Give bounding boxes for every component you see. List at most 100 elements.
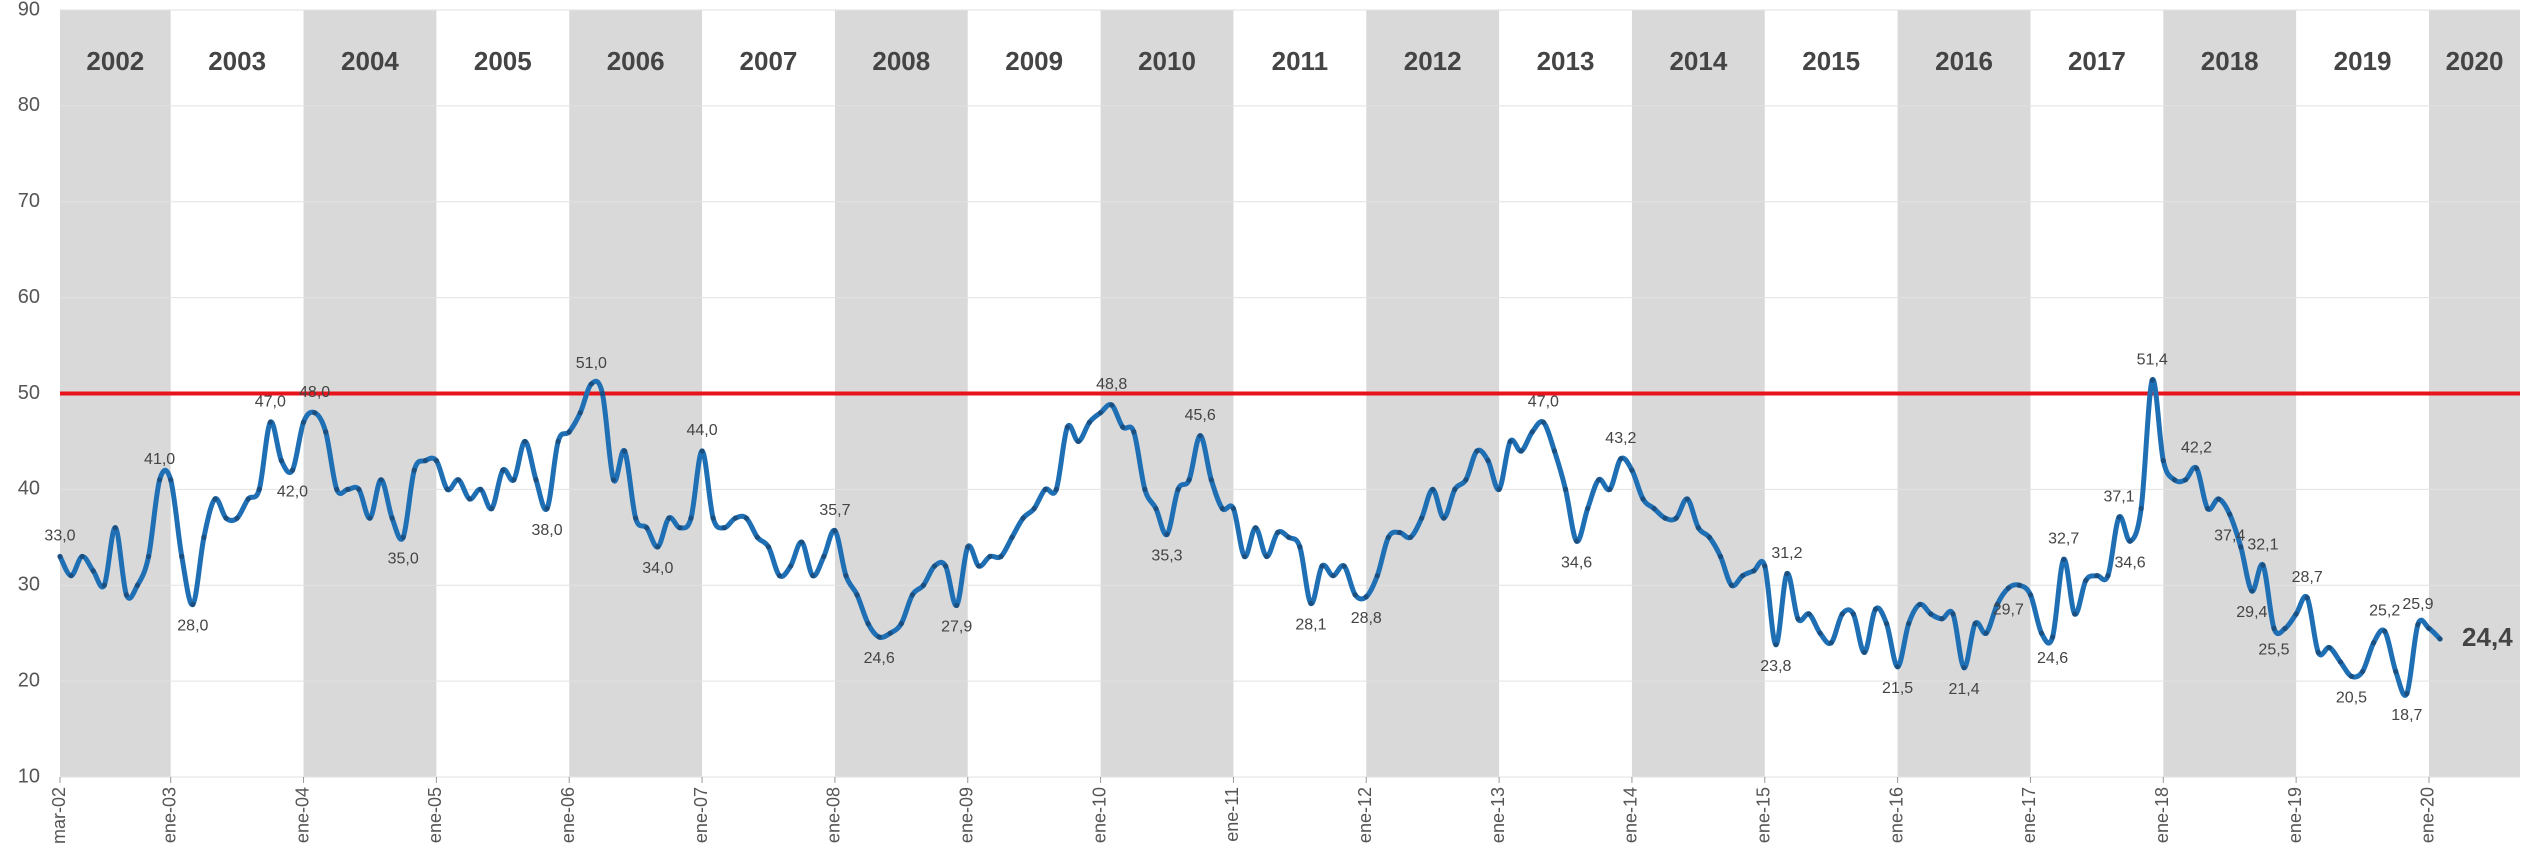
data-point xyxy=(179,553,185,560)
data-point xyxy=(1839,611,1845,617)
data-point xyxy=(976,563,982,569)
data-point xyxy=(1673,515,1679,521)
data-point xyxy=(610,477,617,483)
data-point xyxy=(1740,573,1746,579)
value-label: 37,1 xyxy=(2103,488,2134,505)
data-point xyxy=(987,553,993,560)
data-point xyxy=(90,568,96,574)
data-point xyxy=(212,496,218,502)
data-point xyxy=(2182,477,2189,483)
data-point xyxy=(2393,668,2399,675)
data-point xyxy=(1352,592,1358,598)
data-point xyxy=(1551,448,1558,454)
x-tick-label: mar-02 xyxy=(49,787,69,844)
data-point xyxy=(334,486,340,492)
data-point xyxy=(145,553,152,560)
data-point xyxy=(1585,505,1591,512)
data-point xyxy=(2348,673,2355,679)
year-label: 2005 xyxy=(474,46,532,76)
value-label: 24,4 xyxy=(2462,622,2513,652)
data-point xyxy=(1053,486,1059,492)
data-point xyxy=(2127,538,2133,544)
data-point xyxy=(1950,611,1956,617)
year-label: 2003 xyxy=(208,46,266,76)
data-point xyxy=(168,477,174,483)
data-point xyxy=(1142,486,1148,492)
value-label: 32,7 xyxy=(2048,531,2079,548)
data-point xyxy=(1319,563,1325,569)
data-point xyxy=(954,602,960,608)
y-tick-label: 30 xyxy=(18,574,40,596)
data-point xyxy=(909,592,915,598)
data-point xyxy=(788,563,794,569)
year-label: 2008 xyxy=(872,46,930,76)
data-point xyxy=(2216,496,2222,502)
data-point xyxy=(2038,630,2045,636)
data-point xyxy=(1419,515,1425,521)
data-point xyxy=(1762,563,1768,569)
data-point xyxy=(998,553,1004,560)
data-point xyxy=(201,534,207,540)
value-label: 35,3 xyxy=(1151,548,1182,565)
data-point xyxy=(1086,419,1093,425)
value-label: 28,8 xyxy=(1351,610,1382,627)
data-point xyxy=(854,592,860,598)
value-label: 48,0 xyxy=(299,384,330,401)
data-point xyxy=(1474,448,1480,454)
data-point xyxy=(799,539,805,545)
x-tick-label: ene-04 xyxy=(292,787,312,843)
x-tick-label: ene-07 xyxy=(691,787,711,843)
year-label: 2010 xyxy=(1138,46,1196,76)
data-point xyxy=(1895,664,1901,670)
data-point xyxy=(533,477,539,483)
data-point xyxy=(633,515,639,521)
data-point xyxy=(1330,573,1336,579)
data-point xyxy=(2293,611,2299,617)
value-label: 47,0 xyxy=(255,393,286,410)
data-point xyxy=(256,486,262,492)
data-point xyxy=(876,634,882,640)
value-label: 38,0 xyxy=(532,522,563,539)
data-point xyxy=(555,438,561,445)
data-point xyxy=(1275,529,1281,536)
data-point xyxy=(1607,486,1613,492)
data-point xyxy=(732,515,738,521)
data-point xyxy=(444,486,451,492)
data-point xyxy=(478,486,484,492)
data-point xyxy=(1430,486,1436,492)
data-point xyxy=(588,381,594,387)
data-point xyxy=(157,477,163,483)
data-point xyxy=(2027,592,2034,598)
data-point xyxy=(1496,486,1502,492)
y-tick-label: 20 xyxy=(18,669,40,691)
data-point xyxy=(68,573,74,579)
data-point xyxy=(1385,534,1391,540)
data-point xyxy=(776,573,783,579)
data-point xyxy=(2249,588,2255,594)
x-tick-label: ene-16 xyxy=(1886,787,1906,843)
data-point xyxy=(1695,525,1701,531)
data-point xyxy=(367,515,373,521)
data-point xyxy=(1562,486,1569,492)
data-point xyxy=(1120,424,1126,430)
data-point xyxy=(621,448,628,454)
data-point xyxy=(1784,571,1790,577)
data-point xyxy=(1009,534,1015,540)
data-point xyxy=(79,553,85,560)
data-point xyxy=(1883,621,1890,627)
data-point xyxy=(2094,573,2100,579)
value-label: 51,0 xyxy=(576,355,607,372)
value-label: 21,4 xyxy=(1948,681,1979,698)
x-tick-label: ene-19 xyxy=(2285,787,2305,843)
data-point xyxy=(455,477,462,483)
data-point xyxy=(267,419,273,425)
x-tick-label: ene-06 xyxy=(558,787,578,843)
data-point xyxy=(1917,601,1923,608)
value-label: 28,1 xyxy=(1295,617,1326,634)
year-label: 2018 xyxy=(2201,46,2259,76)
year-label: 2012 xyxy=(1404,46,1462,76)
data-point xyxy=(1407,534,1414,540)
data-point xyxy=(1252,525,1259,531)
value-label: 23,8 xyxy=(1760,658,1791,675)
data-point xyxy=(1374,573,1380,579)
